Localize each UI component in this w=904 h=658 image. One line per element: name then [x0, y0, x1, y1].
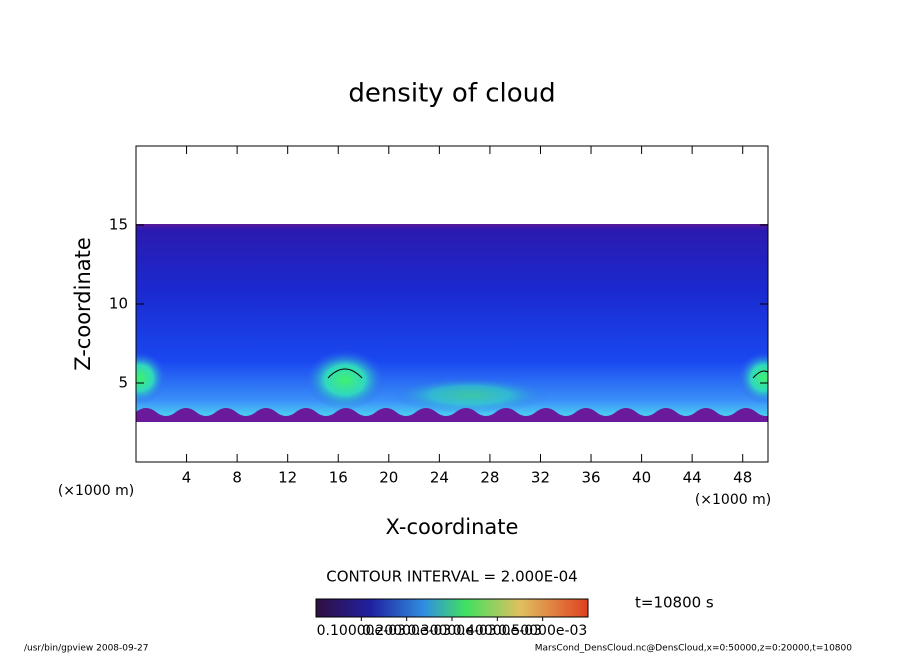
- colorbar-tick-label: 0.30000e-03: [407, 623, 496, 639]
- x-tick-label: 8: [232, 469, 242, 487]
- time-label: t=10800 s: [635, 594, 714, 612]
- x-tick-label: 24: [430, 469, 449, 487]
- x-axis-label: X-coordinate: [386, 515, 519, 539]
- x-tick-label: 44: [683, 469, 702, 487]
- colorbar: [315, 598, 589, 618]
- x-tick-label: 36: [581, 469, 600, 487]
- x-tick-label: 20: [379, 469, 398, 487]
- x-tick-label: 48: [733, 469, 752, 487]
- y-tick-label: 15: [109, 216, 128, 234]
- x-tick-label: 16: [329, 469, 348, 487]
- contour-interval: CONTOUR INTERVAL = 2.000E-04: [326, 568, 577, 586]
- footer-right: MarsCond_DensCloud.nc@DensCloud,x=0:5000…: [535, 644, 852, 654]
- x-unit: (×1000 m): [695, 492, 771, 508]
- x-tick-label: 12: [278, 469, 297, 487]
- x-tick-label: 4: [182, 469, 192, 487]
- colorbar-tick-label: 0.50000e-03: [498, 623, 587, 639]
- colorbar-tick-label: 0.40000e-03: [453, 623, 542, 639]
- x-tick-label: 40: [632, 469, 651, 487]
- y-axis-label: Z-coordinate: [71, 237, 95, 371]
- y-tick-label: 5: [118, 374, 128, 392]
- colorbar-tick-label: 0.10000e-03: [317, 623, 406, 639]
- x-tick-label: 28: [480, 469, 499, 487]
- colorbar-tick-label: 0.20000e-03: [362, 623, 451, 639]
- chart-title: density of cloud: [348, 79, 555, 109]
- y-tick-label: 10: [109, 295, 128, 313]
- y-unit: (×1000 m): [58, 483, 134, 499]
- x-tick-label: 32: [531, 469, 550, 487]
- contour-field: [136, 224, 768, 422]
- footer-left: /usr/bin/gpview 2008-09-27: [24, 644, 148, 654]
